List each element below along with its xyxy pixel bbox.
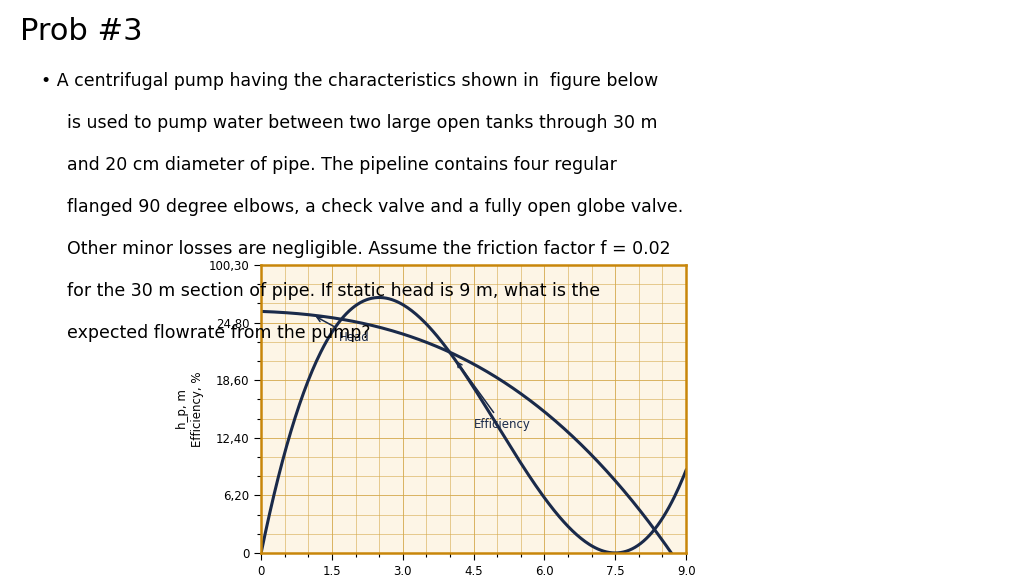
Text: Efficiency: Efficiency bbox=[458, 362, 530, 430]
Text: is used to pump water between two large open tanks through 30 m: is used to pump water between two large … bbox=[67, 114, 657, 132]
Text: Other minor losses are negligible. Assume the friction factor f = 0.02: Other minor losses are negligible. Assum… bbox=[67, 240, 670, 258]
Text: expected flowrate from the pump?: expected flowrate from the pump? bbox=[67, 324, 370, 342]
Text: Head: Head bbox=[317, 317, 370, 344]
Text: • A centrifugal pump having the characteristics shown in  figure below: • A centrifugal pump having the characte… bbox=[41, 72, 658, 90]
Text: flanged 90 degree elbows, a check valve and a fully open globe valve.: flanged 90 degree elbows, a check valve … bbox=[67, 198, 683, 216]
Text: for the 30 m section of pipe. If static head is 9 m, what is the: for the 30 m section of pipe. If static … bbox=[67, 282, 600, 300]
Text: Prob #3: Prob #3 bbox=[20, 17, 143, 46]
Text: and 20 cm diameter of pipe. The pipeline contains four regular: and 20 cm diameter of pipe. The pipeline… bbox=[67, 156, 616, 174]
Y-axis label: h_p, m
Efficiency, %: h_p, m Efficiency, % bbox=[176, 371, 205, 447]
